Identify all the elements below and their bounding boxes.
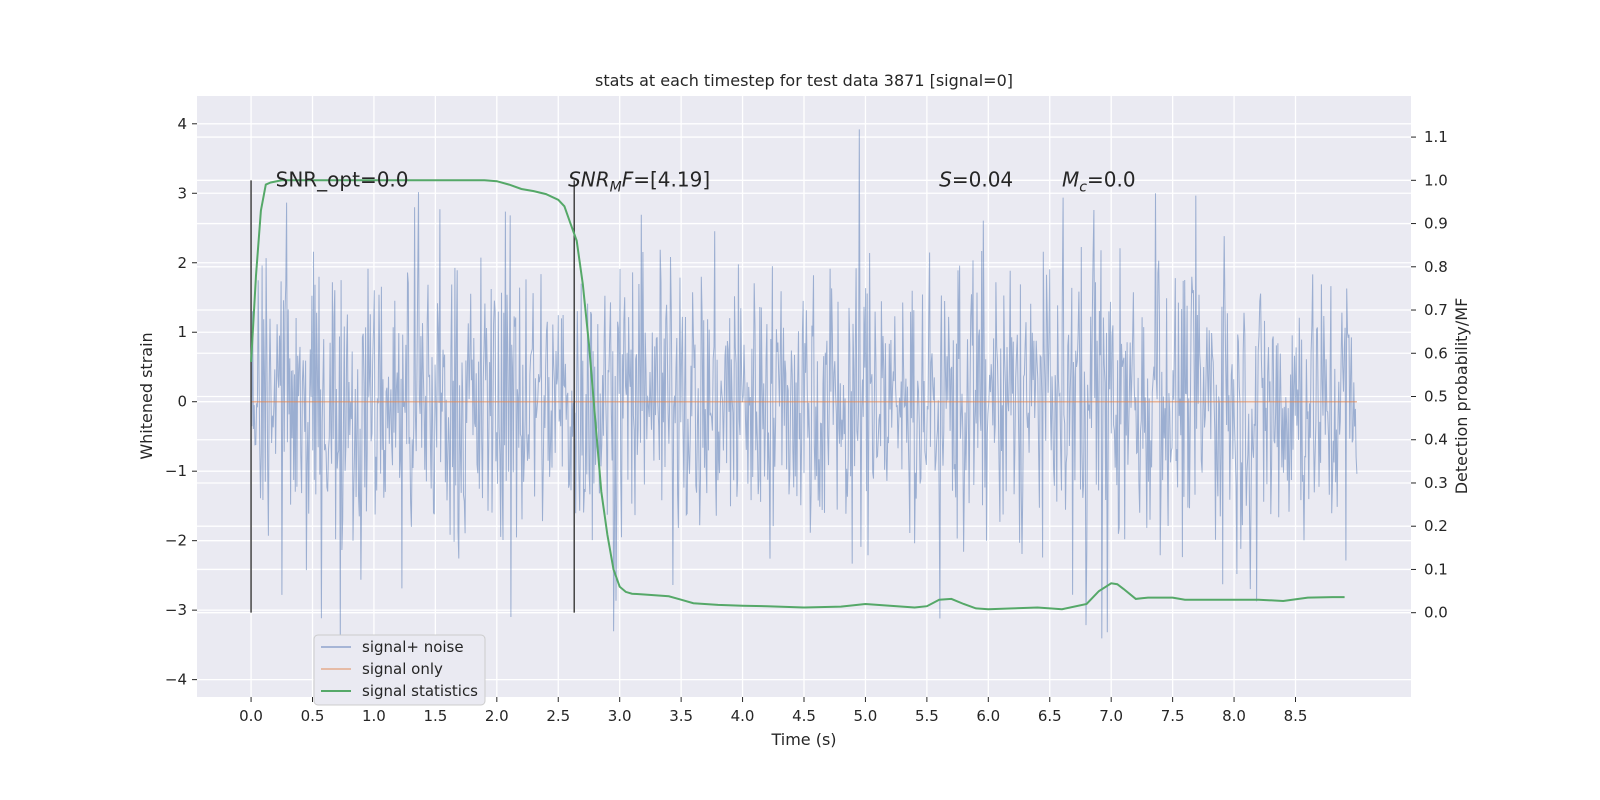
y-tick-label-4: 0 [177, 393, 187, 411]
x-tick-label-4: 2.0 [485, 707, 509, 725]
x-tick-label-13: 6.5 [1038, 707, 1062, 725]
x-tick-label-3: 1.5 [423, 707, 447, 725]
y2-tick-label-1: 0.1 [1424, 560, 1448, 578]
y-tick-label-6: 2 [177, 254, 187, 272]
annotation-snr-mf-part-1: M [610, 179, 622, 195]
y2-tick-label-8: 0.8 [1424, 258, 1448, 276]
y-tick-label-7: 3 [177, 184, 187, 202]
x-tick-label-7: 3.5 [669, 707, 693, 725]
x-tick-label-17: 8.5 [1284, 707, 1308, 725]
annotation-mc-value-part-1: c [1079, 179, 1087, 195]
y-axis-label: Whitened strain [137, 332, 156, 459]
signal-statistics-line [250, 179, 1345, 611]
legend-label-signal-noise: signal+ noise [362, 638, 464, 656]
y-axis-left: −4 −3 −2 −1 0 1 2 3 4 [165, 115, 197, 689]
y-tick-label-3: −1 [165, 462, 187, 480]
x-tick-label-12: 6.0 [976, 707, 1000, 725]
y2-axis-label: Detection probability/MF [1452, 298, 1471, 495]
annotation-snr-mf: SNRMF=[4.19] [568, 167, 710, 195]
annotation-s-value: S=0.04 [939, 167, 1013, 191]
annotation-snr-opt-part-0: SNR_opt=0.0 [276, 167, 409, 191]
annotation-mc-value-part-2: =0.0 [1087, 167, 1136, 191]
x-tick-label-2: 1.0 [362, 707, 386, 725]
x-tick-label-14: 7.0 [1099, 707, 1123, 725]
x-tick-label-1: 0.5 [301, 707, 325, 725]
y-tick-label-5: 1 [177, 323, 187, 341]
annotations: SNR_opt=0.0 SNRMF=[4.19] S=0.04 Mc=0.0 [276, 167, 1136, 195]
x-tick-label-10: 5.0 [854, 707, 878, 725]
x-tick-label-8: 4.0 [731, 707, 755, 725]
x-tick-label-5: 2.5 [546, 707, 570, 725]
y-tick-label-1: −3 [165, 601, 187, 619]
x-tick-label-9: 4.5 [792, 707, 816, 725]
y-tick-label-8: 4 [177, 115, 187, 133]
y2-tick-label-3: 0.3 [1424, 474, 1448, 492]
legend-box [313, 634, 486, 706]
legend: signal+ noise signal only signal statist… [313, 634, 486, 706]
signal-noise-line [250, 129, 1358, 648]
y2-tick-label-4: 0.4 [1424, 431, 1448, 449]
x-axis-label: Time (s) [770, 730, 836, 749]
y2-tick-label-9: 0.9 [1424, 215, 1448, 233]
y-tick-label-0: −4 [165, 671, 187, 689]
annotation-snr-mf-part-2: F [622, 167, 634, 191]
y2-tick-label-2: 0.2 [1424, 517, 1448, 535]
annotation-mc-value: Mc=0.0 [1062, 167, 1136, 195]
x-tick-label-0: 0.0 [239, 707, 263, 725]
y2-tick-label-10: 1.0 [1424, 171, 1448, 189]
chart-title: stats at each timestep for test data 387… [595, 71, 1013, 90]
y2-tick-label-7: 0.7 [1424, 301, 1448, 319]
x-tick-label-6: 3.0 [608, 707, 632, 725]
signal-noise-series [250, 129, 1358, 648]
y2-tick-label-11: 1.1 [1424, 128, 1448, 146]
x-tick-label-11: 5.5 [915, 707, 939, 725]
overlay-series [250, 179, 1357, 613]
y-axis-right: 0.0 0.1 0.2 0.3 0.4 0.5 0.6 0.7 0.8 0.9 1.0 1.1 [1411, 128, 1448, 622]
y-tick-label-2: −2 [165, 532, 187, 550]
x-tick-label-16: 8.0 [1222, 707, 1246, 725]
legend-label-signal-only: signal only [362, 660, 443, 678]
y2-tick-label-6: 0.6 [1424, 344, 1448, 362]
annotation-s-value-part-1: =0.04 [952, 167, 1013, 191]
annotation-s-value-part-0: S [939, 167, 952, 191]
annotation-snr-mf-part-0: SNR [568, 167, 610, 191]
x-tick-label-15: 7.5 [1161, 707, 1185, 725]
annotation-snr-opt: SNR_opt=0.0 [276, 167, 409, 191]
x-axis: 0.0 0.5 1.0 1.5 2.0 2.5 3.0 3.5 4.0 4.5 5.0 5.5 6.0 6… [239, 697, 1307, 725]
annotation-snr-mf-part-3: =[4.19] [633, 167, 710, 191]
y2-tick-label-5: 0.5 [1424, 388, 1448, 406]
legend-label-signal-statistics: signal statistics [362, 682, 478, 700]
annotation-mc-value-part-0: M [1062, 167, 1079, 191]
y2-tick-label-0: 0.0 [1424, 604, 1448, 622]
